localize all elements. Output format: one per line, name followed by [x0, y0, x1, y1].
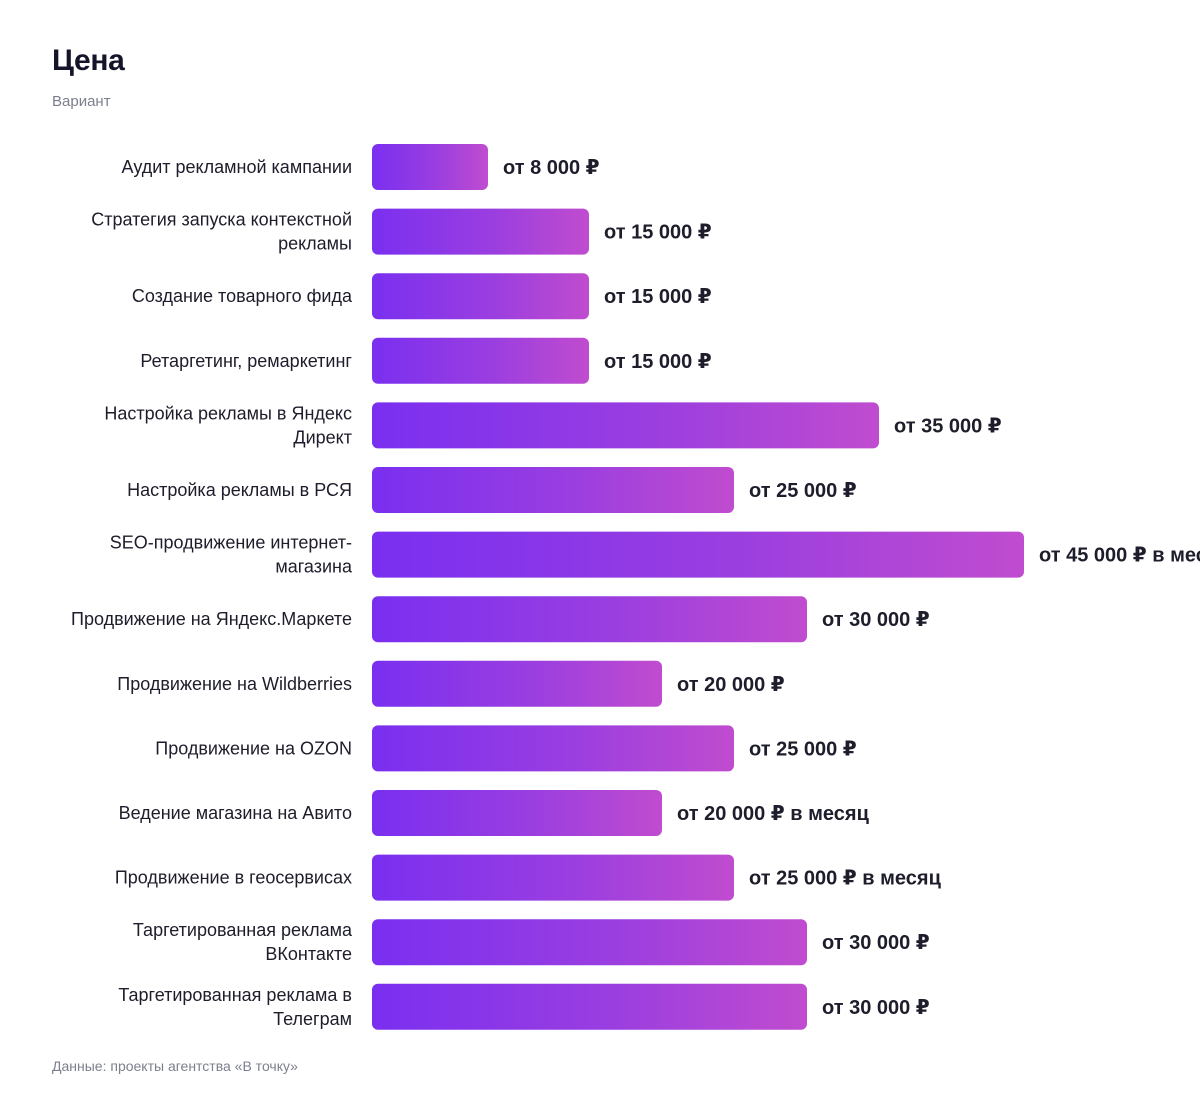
category-label: Продвижение на Яндекс.Маркете [71, 609, 352, 629]
category-label-line: магазина [275, 557, 353, 577]
bar [372, 854, 734, 901]
bar [372, 273, 589, 320]
bar [372, 983, 807, 1030]
value-label: от 45 000 ₽ в месяц [1039, 545, 1200, 567]
category-label: Таргетированная реклама ВКонтакте [133, 920, 353, 964]
category-label-line: Продвижение на Яндекс.Маркете [71, 609, 352, 629]
value-label: от 30 000 ₽ [822, 609, 930, 631]
value-label: от 20 000 ₽ в месяц [677, 803, 870, 825]
value-label: от 25 000 ₽ [749, 480, 857, 502]
category-label-line: Ведение магазина на Авито [119, 803, 352, 823]
category-label-line: Настройка рекламы в РСЯ [127, 480, 352, 500]
category-label: Настройка рекламы в Яндекс Директ [104, 403, 352, 447]
bar [372, 208, 589, 255]
category-label: Создание товарного фида [132, 286, 353, 306]
value-label: от 35 000 ₽ [894, 415, 1002, 437]
bar [372, 531, 1024, 578]
value-label: от 15 000 ₽ [604, 351, 712, 373]
category-label: Продвижение на Wildberries [117, 674, 352, 694]
bar [372, 337, 589, 384]
value-label: от 25 000 ₽ [749, 738, 857, 760]
category-label: Аудит рекламной кампании [122, 157, 352, 177]
bar [372, 596, 807, 643]
category-label-line: ВКонтакте [265, 944, 352, 964]
value-label: от 15 000 ₽ [604, 286, 712, 308]
category-label-line: Продвижение на Wildberries [117, 674, 352, 694]
category-label: Ретаргетинг, ремаркетинг [140, 351, 352, 371]
category-label-line: Телеграм [273, 1009, 352, 1029]
category-label: Продвижение на OZON [155, 738, 352, 758]
category-label-line: Ретаргетинг, ремаркетинг [140, 351, 352, 371]
category-label-line: Аудит рекламной кампании [122, 157, 352, 177]
bar [372, 790, 662, 836]
category-label: Продвижение в геосервисах [115, 868, 352, 888]
category-label: SEO-продвижение интернет-магазина [110, 533, 353, 577]
category-label-line: рекламы [278, 234, 352, 254]
category-label-line: Продвижение в геосервисах [115, 868, 352, 888]
category-label-line: Продвижение на OZON [155, 738, 352, 758]
value-label: от 25 000 ₽ в месяц [749, 868, 942, 890]
value-label: от 20 000 ₽ [677, 674, 785, 696]
value-label: от 15 000 ₽ [604, 222, 712, 244]
bar [372, 144, 488, 190]
bars-layer: Аудит рекламной кампании от 8 000 ₽ Страте… [71, 144, 1200, 1030]
category-label-line: Настройка рекламы в Яндекс [104, 403, 352, 423]
bar [372, 467, 734, 513]
bar [372, 919, 807, 966]
category-label-line: SEO-продвижение интернет- [110, 533, 352, 553]
category-label: Настройка рекламы в РСЯ [127, 480, 352, 500]
category-label-line: Директ [293, 427, 352, 447]
category-label-line: Создание товарного фида [132, 286, 353, 306]
value-label: от 30 000 ₽ [822, 932, 930, 954]
category-label: Стратегия запуска контекстной рекламы [91, 210, 352, 254]
bar [372, 725, 734, 772]
category-label: Ведение магазина на Авито [119, 803, 352, 823]
category-label-line: Стратегия запуска контекстной [91, 210, 352, 230]
category-label-line: Таргетированная реклама [133, 920, 353, 940]
bar [372, 660, 662, 707]
bar [372, 402, 879, 449]
data-source-note: Данные: проекты агентства «В точку» [52, 1058, 298, 1074]
category-label: Таргетированная реклама в Телеграм [118, 985, 352, 1029]
chart-subtitle: Вариант [52, 93, 111, 110]
value-label: от 30 000 ₽ [822, 997, 930, 1019]
value-label: от 8 000 ₽ [503, 157, 600, 179]
chart-title: Цена [52, 44, 125, 77]
category-label-line: Таргетированная реклама в [118, 985, 352, 1005]
